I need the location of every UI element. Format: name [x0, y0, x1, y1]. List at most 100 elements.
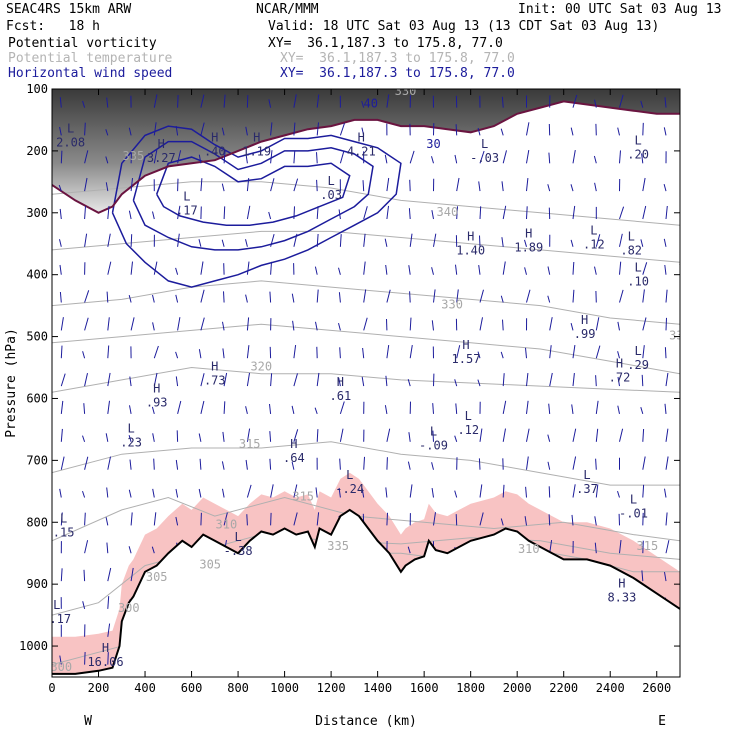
wind-vector [200, 289, 205, 303]
wind-vector [84, 150, 89, 164]
wind-vector [128, 294, 132, 303]
wind-vector [83, 403, 86, 414]
theta-label: 315 [239, 437, 261, 451]
wind-vector [502, 205, 507, 220]
theta-label: 305 [146, 570, 168, 584]
wind-vector [454, 435, 458, 442]
wind-vector [314, 407, 318, 415]
wind-vector [82, 351, 86, 359]
wind-vector [316, 122, 319, 136]
wind-vector [59, 291, 62, 303]
wind-vector [407, 461, 411, 470]
wind-vector [84, 206, 86, 220]
theta-label: 310 [518, 542, 540, 556]
wind-vector [316, 429, 319, 442]
theta-label: 330 [395, 84, 417, 98]
wind-vector [663, 127, 667, 136]
theta-label: 330 [441, 298, 463, 312]
wind-vector [293, 94, 297, 108]
wind-vector [619, 540, 622, 554]
wind-vector [479, 206, 482, 220]
wind-vector [246, 205, 251, 220]
wind-vector [222, 348, 225, 359]
field-wind-xy: XY= 36.1,187.3 to 175.8, 77.0 [280, 66, 515, 81]
wind-vector [105, 129, 109, 136]
extremum-value: 1.89 [514, 241, 543, 255]
extremum-value: -.17 [42, 612, 71, 626]
wind-vector [362, 180, 365, 192]
wind-vector [270, 373, 273, 387]
wind-vector [501, 96, 504, 108]
wind-vector [293, 429, 299, 442]
field-theta-name: Potential temperature [8, 51, 173, 66]
extremum-value: .23 [120, 436, 142, 450]
wind-vector [665, 205, 668, 220]
wind-vector [175, 459, 179, 470]
theta-label: 335 [123, 149, 145, 163]
theta-label: 330 [669, 329, 691, 343]
wind-vector [547, 266, 551, 275]
axes: 0 200 400 600 800 1000 1200 1400 1600 1800 2000 220… [19, 82, 681, 695]
wind-vector [338, 209, 341, 220]
wind-vector [198, 488, 202, 498]
wind-vector [268, 211, 272, 220]
extremum-value: .73 [204, 374, 226, 388]
wind-vector [431, 267, 434, 275]
wind-vector [177, 205, 181, 220]
theta-label: 300 [50, 660, 72, 674]
wind-vector [384, 238, 388, 247]
wind-vector [547, 184, 551, 192]
wind-vector [82, 601, 86, 610]
extremum-marker: L [53, 598, 60, 612]
wind-vector [84, 512, 86, 526]
extremum-marker: L [634, 344, 641, 358]
wind-vector [619, 206, 625, 220]
wind-vector [547, 434, 551, 442]
wind-vector [82, 100, 86, 108]
center-name: NCAR/MMM [256, 2, 319, 17]
theta-label: 315 [637, 539, 659, 553]
wind-vector [316, 372, 320, 387]
theta-label: 335 [327, 539, 349, 553]
field-wind-name: Horizontal wind speed [8, 66, 173, 81]
extremum-marker: H [290, 437, 297, 451]
extremum-marker: H [211, 360, 218, 374]
wind-vector [617, 127, 620, 136]
wind-vector [84, 122, 86, 136]
wind-vector [293, 512, 298, 526]
wind-vector [151, 546, 155, 554]
extremum-marker: L [430, 425, 437, 439]
x-tick-label: 2400 [596, 681, 625, 695]
wind-vector [316, 289, 319, 303]
wind-vector [84, 651, 86, 665]
wind-vector [570, 322, 574, 331]
wind-vector [571, 404, 574, 414]
wind-vector [200, 94, 205, 108]
wind-vector [595, 458, 597, 470]
wind-vector [526, 373, 529, 387]
wind-speed-contour-40 [155, 156, 351, 226]
wind-vector [316, 179, 318, 192]
forecast-hour: Fcst: 18 h [6, 19, 100, 34]
wind-vector [362, 347, 365, 359]
wind-vector [572, 345, 576, 359]
wind-vector [245, 294, 248, 303]
wind-vector [408, 208, 411, 220]
wind-vector [572, 456, 577, 470]
wind-vector [222, 431, 225, 442]
wind-vector [593, 155, 597, 164]
wind-vector [642, 122, 644, 136]
wind-vector [222, 488, 225, 498]
wind-vector [59, 97, 62, 108]
stratosphere-pv-shading [52, 89, 680, 213]
wind-vector [455, 124, 458, 136]
x-tick-label: 0 [48, 681, 55, 695]
wind-vector [130, 234, 133, 247]
extremum-marker: L [630, 493, 637, 507]
wind-vector [361, 127, 365, 136]
wind-vector [385, 487, 388, 498]
wind-vector [129, 459, 132, 470]
wind-vector [642, 317, 647, 331]
wind-vector [59, 208, 62, 220]
extremum-value: .12 [457, 423, 479, 437]
